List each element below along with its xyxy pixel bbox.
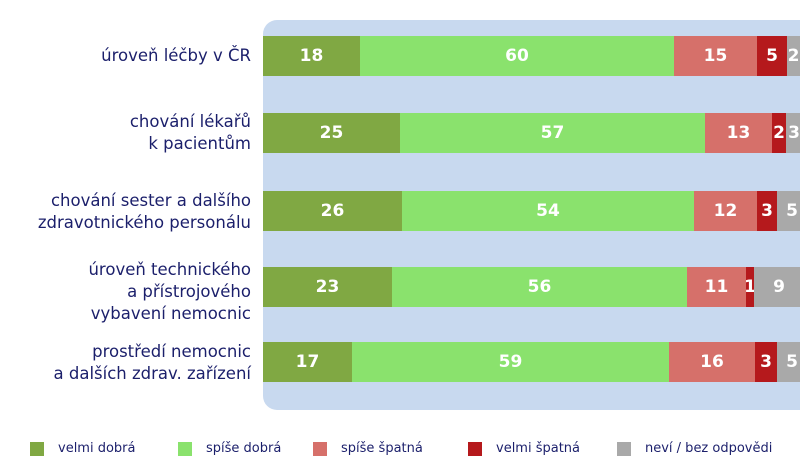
bar-row-4: 23 56 11 1 9	[263, 267, 800, 307]
bar-row-5: 17 59 16 3 5	[263, 342, 800, 382]
legend-swatch	[313, 442, 327, 456]
segment-velmi-spatna: 3	[755, 342, 777, 382]
segment-velmi-spatna: 1	[744, 267, 756, 307]
row-label-2: chování lékařů k pacientům	[129, 112, 251, 153]
segment-spise-spatna: 12	[694, 191, 757, 231]
row-label-1: úroveň léčby v ČR	[101, 46, 251, 65]
segment-spise-spatna: 15	[674, 36, 757, 76]
legend-label: velmi dobrá	[58, 441, 136, 456]
bar-row-1: 18 60 15 5 2	[263, 36, 800, 76]
legend-swatch	[468, 442, 482, 456]
legend: velmi dobrá spíše dobrá spíše špatná vel…	[0, 442, 800, 456]
row-label-3: chování sester a dalšího zdravotnického …	[37, 191, 251, 232]
segment-spise-dobra: 59	[352, 342, 669, 382]
segment-spise-dobra: 54	[402, 191, 694, 231]
segment-spise-spatna: 16	[669, 342, 755, 382]
legend-label: neví / bez odpovědi	[645, 441, 773, 456]
row-label-5: prostředí nemocnic a dalších zdrav. zaří…	[53, 342, 251, 383]
segment-spise-dobra: 57	[400, 113, 705, 153]
segment-nevi: 2	[787, 36, 800, 76]
segment-spise-dobra: 60	[360, 36, 674, 76]
segment-velmi-spatna: 3	[757, 191, 777, 231]
legend-swatch	[30, 442, 44, 456]
row-label-4: úroveň technického a přístrojového vybav…	[88, 260, 251, 323]
legend-item-nevi: neví / bez odpovědi	[617, 442, 772, 456]
segment-nevi: 5	[777, 191, 800, 231]
segment-velmi-dobra: 18	[263, 36, 360, 76]
segment-velmi-spatna: 5	[757, 36, 787, 76]
bar-row-3: 26 54 12 3 5	[263, 191, 800, 231]
segment-spise-spatna: 13	[705, 113, 772, 153]
legend-label: spíše špatná	[341, 441, 423, 456]
segment-nevi: 9	[754, 267, 800, 307]
segment-spise-spatna: 11	[687, 267, 746, 307]
legend-item-spise-dobra: spíše dobrá	[178, 442, 281, 456]
segment-velmi-dobra: 25	[263, 113, 400, 153]
legend-swatch	[178, 442, 192, 456]
legend-label: velmi špatná	[496, 441, 581, 456]
segment-velmi-dobra: 26	[263, 191, 402, 231]
segment-velmi-dobra: 23	[263, 267, 392, 307]
segment-spise-dobra: 56	[392, 267, 687, 307]
segment-nevi: 5	[777, 342, 800, 382]
legend-label: spíše dobrá	[206, 441, 282, 456]
legend-item-spise-spatna: spíše špatná	[313, 442, 423, 456]
segment-velmi-spatna: 2	[772, 113, 786, 153]
legend-item-velmi-spatna: velmi špatná	[468, 442, 580, 456]
segment-velmi-dobra: 17	[263, 342, 352, 382]
legend-swatch	[617, 442, 631, 456]
legend-item-velmi-dobra: velmi dobrá	[30, 442, 135, 456]
bar-row-2: 25 57 13 2 3	[263, 113, 800, 153]
segment-nevi: 3	[786, 113, 800, 153]
